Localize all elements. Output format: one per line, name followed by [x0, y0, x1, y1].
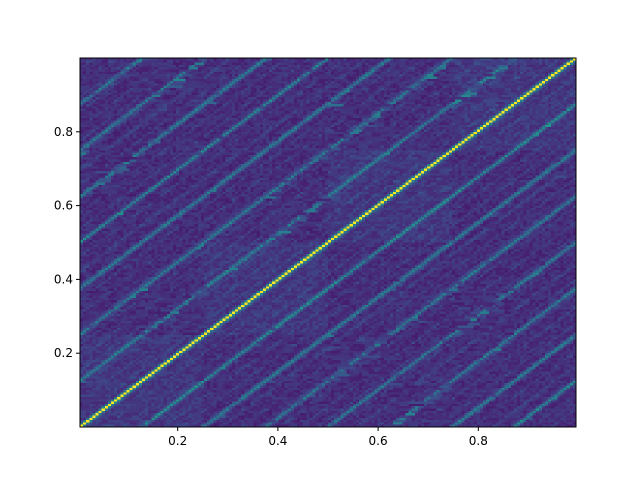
- y-tick-label: 0.4: [54, 272, 73, 286]
- plot-area: [80, 58, 576, 427]
- y-tick-label: 0.2: [54, 346, 73, 360]
- x-tick-label: 0.6: [369, 434, 388, 448]
- axes-frame: [79, 57, 577, 428]
- y-tick-label: 0.6: [54, 199, 73, 213]
- x-tick-label: 0.2: [168, 434, 187, 448]
- heatmap-image: [80, 58, 576, 427]
- x-tick-label: 0.4: [268, 434, 287, 448]
- y-tick-label: 0.8: [54, 125, 73, 139]
- y-axis: 0.2 0.4 0.6 0.8: [54, 125, 80, 360]
- x-axis: 0.2 0.4 0.6 0.8: [168, 427, 488, 448]
- axes-border: [79, 57, 577, 428]
- x-tick-label: 0.8: [469, 434, 488, 448]
